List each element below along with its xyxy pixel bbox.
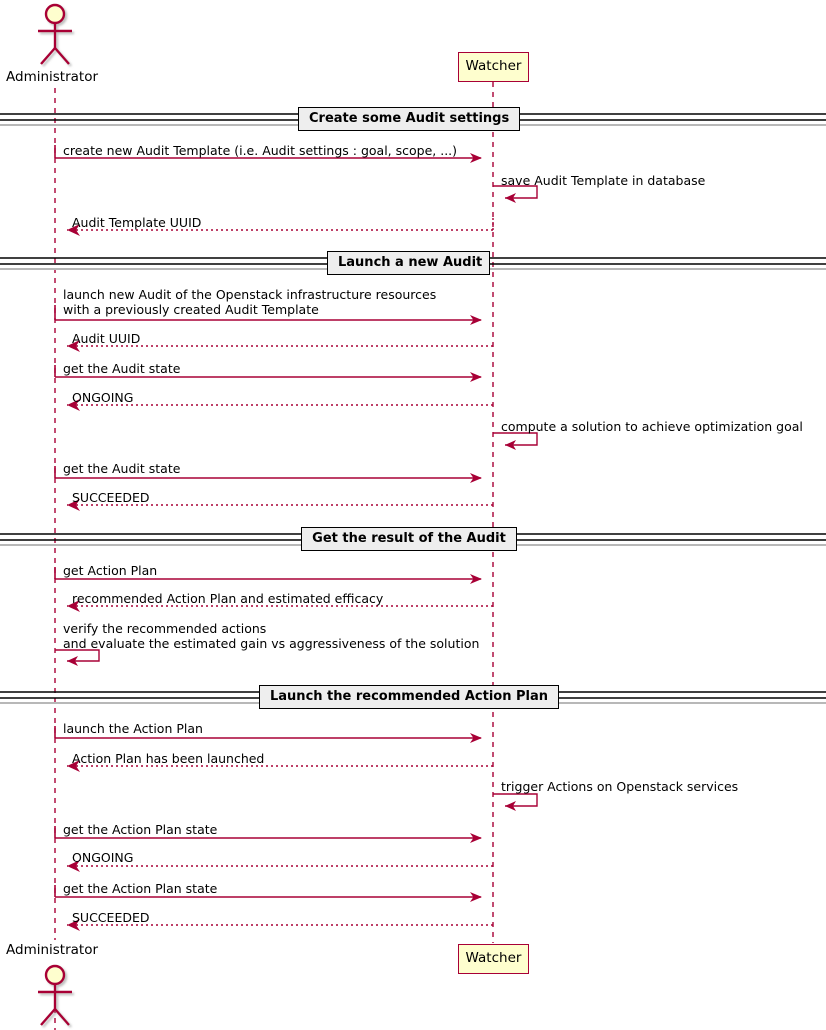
label-get-audit-state-2: get the Audit state	[63, 461, 181, 476]
label-get-audit-state-1: get the Audit state	[63, 361, 181, 376]
label-recommended-action-plan: recommended Action Plan and estimated ef…	[72, 591, 384, 606]
divider-launch-the-recommended-action-plan: Launch the recommended Action Plan	[259, 685, 559, 709]
arrow-audit-state-ongoing	[67, 399, 493, 411]
arrow-audit-template-uuid	[67, 218, 494, 236]
arrow-action-plan-launched	[67, 760, 493, 772]
label-audit-state-succeeded: SUCCEEDED	[72, 490, 150, 505]
arrow-recommended-action-plan	[67, 600, 493, 612]
participant-watcher-bottom[interactable]: Watcher	[458, 944, 529, 974]
label-get-action-plan-state-2: get the Action Plan state	[63, 881, 218, 896]
label-audit-state-ongoing: ONGOING	[72, 390, 134, 405]
label-trigger-actions: trigger Actions on Openstack services	[501, 779, 739, 794]
label-action-plan-ongoing: ONGOING	[72, 850, 134, 865]
divider-launch-a-new-audit: Launch a new Audit	[327, 251, 490, 275]
label-action-plan-launched: Action Plan has been launched	[72, 751, 265, 766]
arrow-action-plan-ongoing	[67, 860, 493, 872]
arrow-audit-state-succeeded	[67, 499, 493, 511]
label-launch-new-audit-line2: with a previously created Audit Template	[63, 302, 319, 317]
actor-administrator-top	[38, 3, 72, 65]
arrow-save-audit-template	[493, 185, 538, 203]
label-verify-recommended-actions-line1: verify the recommended actions	[63, 621, 267, 636]
label-launch-action-plan: launch the Action Plan	[63, 721, 203, 736]
label-save-audit-template: save Audit Template in database	[501, 173, 706, 188]
actor-administrator-bottom	[38, 964, 72, 1026]
label-audit-uuid: Audit UUID	[72, 331, 141, 346]
participant-watcher-top[interactable]: Watcher	[458, 52, 529, 82]
divider-get-the-result-of-the-audit: Get the result of the Audit	[301, 527, 517, 551]
label-compute-solution: compute a solution to achieve optimizati…	[501, 419, 803, 434]
label-launch-new-audit-line1: launch new Audit of the Openstack infras…	[63, 287, 437, 302]
actor-label-administrator-top: Administrator	[6, 69, 99, 85]
actor-label-administrator-bottom: Administrator	[6, 942, 99, 958]
label-action-plan-succeeded: SUCCEEDED	[72, 910, 150, 925]
divider-create-some-audit-settings: Create some Audit settings	[298, 107, 520, 131]
arrow-audit-uuid	[67, 340, 493, 352]
label-create-audit-template: create new Audit Template (i.e. Audit se…	[63, 143, 458, 158]
arrow-verify-recommended-actions	[55, 649, 100, 666]
arrow-trigger-actions	[493, 793, 538, 811]
arrow-compute-solution	[493, 432, 538, 450]
label-audit-template-uuid: Audit Template UUID	[72, 215, 202, 230]
label-get-action-plan: get Action Plan	[63, 563, 158, 578]
label-get-action-plan-state-1: get the Action Plan state	[63, 822, 218, 837]
label-verify-recommended-actions-line2: and evaluate the estimated gain vs aggre…	[63, 636, 480, 651]
arrow-action-plan-succeeded	[67, 919, 493, 931]
